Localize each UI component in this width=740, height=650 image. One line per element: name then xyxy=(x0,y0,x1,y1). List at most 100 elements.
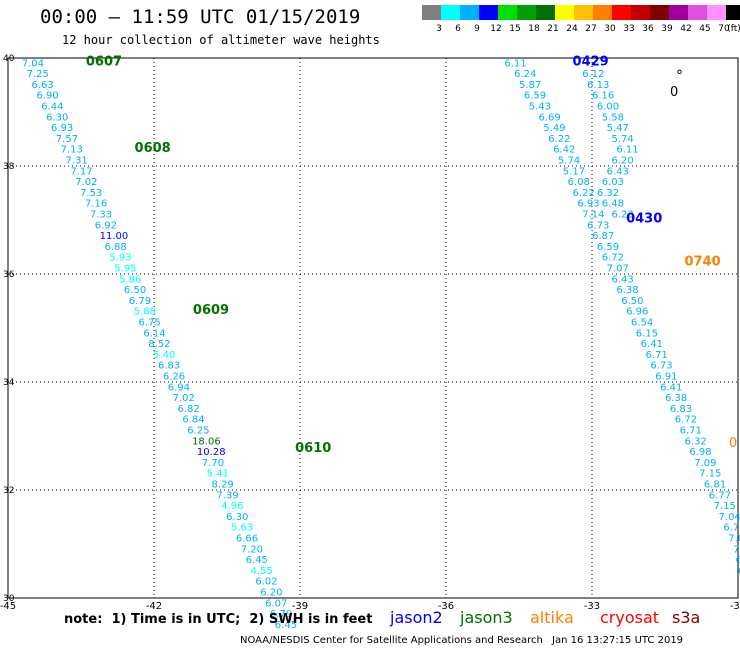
legend-label: 3 xyxy=(436,24,442,34)
wave-height-value: 5.88 xyxy=(134,307,156,318)
time-labels: 0607 0608 0609 0610 0429 0430 0740 xyxy=(86,55,721,456)
wave-height-value: 6.9 xyxy=(736,555,740,566)
wave-height-value: 6.38 xyxy=(616,285,638,296)
wave-height-value: 6.45 xyxy=(275,620,297,631)
wave-height-value: 6.44 xyxy=(41,102,63,113)
wave-height-value: 10.28 xyxy=(197,447,226,458)
legend-swatch xyxy=(517,5,536,20)
wave-height-value: 7.14 xyxy=(582,210,604,221)
wave-height-value: 5.93 xyxy=(109,253,131,264)
wave-height-value: 6.90 xyxy=(36,91,58,102)
wave-height-value: 6.25 xyxy=(187,426,209,437)
pass-time-label: 0610 xyxy=(295,441,331,456)
wave-height-value: 6.98 xyxy=(689,447,711,458)
pass-time-label: 0607 xyxy=(86,55,122,70)
legend-swatch xyxy=(479,5,498,20)
legend-label: 24 xyxy=(566,24,578,34)
wave-height-value: 6.24 xyxy=(514,69,536,80)
wave-height-value: 6.11 xyxy=(616,145,638,156)
east-track-values: 6.116.245.876.595.436.695.496.226.425.74… xyxy=(504,58,740,577)
wave-height-value: 6.92 xyxy=(95,220,117,231)
wave-height-value: 6.30 xyxy=(46,112,68,123)
satellite-name-jason3: jason3 xyxy=(460,608,513,627)
wave-height-value: 5.87 xyxy=(519,80,541,91)
wave-height-value: 11.00 xyxy=(100,231,129,242)
legend-swatch xyxy=(460,5,479,20)
legend-label: 39 xyxy=(661,24,673,34)
legend-swatch xyxy=(574,5,593,20)
satellite-name-cryosat: cryosat xyxy=(600,608,660,627)
wave-height-value: 5.63 xyxy=(231,523,253,534)
wave-height-value: 6.42 xyxy=(553,145,575,156)
lon-tick-label: -33 xyxy=(584,601,600,612)
wave-height-value: 6.91 xyxy=(655,372,677,383)
lat-tick-label: 40 xyxy=(3,54,15,64)
wave-height-value: 6.81 xyxy=(704,480,726,491)
wave-height-value: 6.22 xyxy=(548,134,570,145)
wave-height-value: 7.07 xyxy=(607,264,629,275)
pass-time-label: 0608 xyxy=(135,141,171,156)
legend-swatch xyxy=(688,5,707,20)
edge-fragment: 0 xyxy=(729,436,737,451)
legend-swatch xyxy=(631,5,650,20)
wave-height-value: 7.70 xyxy=(202,458,224,469)
legend-label: 30 xyxy=(604,24,616,34)
legend-swatch xyxy=(422,5,441,20)
wave-height-value: 6.02 xyxy=(255,577,277,588)
wave-height-value: 6.59 xyxy=(524,91,546,102)
wave-height-value: 6.77 xyxy=(709,490,731,501)
wave-height-value: 5.43 xyxy=(529,102,551,113)
legend-label: 36 xyxy=(642,24,654,34)
wave-height-value: 7.15 xyxy=(714,501,736,512)
generated-time: Jan 16 13:27:15 UTC 2019 xyxy=(552,635,684,646)
wave-height-value: 6.93 xyxy=(577,199,599,210)
wave-height-value: 7.20 xyxy=(241,544,263,555)
wave-height-value: 8.52 xyxy=(148,339,170,350)
legend-label: 45 xyxy=(699,24,710,34)
island-symbol: 0 xyxy=(670,85,678,100)
legend-label: (ft) xyxy=(727,24,740,34)
pass-time-label: 0430 xyxy=(626,211,662,226)
wave-height-value: 6.59 xyxy=(597,242,619,253)
lat-tick-label: 32 xyxy=(3,486,14,496)
wave-height-value: 6.66 xyxy=(236,534,258,545)
wave-height-value: 7.13 xyxy=(61,145,83,156)
wave-height-value: 6.96 xyxy=(626,307,648,318)
wave-height-value: 6.43 xyxy=(607,166,629,177)
wave-height-value: 6.32 xyxy=(597,188,619,199)
legend-swatch xyxy=(555,5,574,20)
legend-label: 42 xyxy=(680,24,691,34)
wave-height-value: 6.07 xyxy=(265,598,287,609)
wave-height-value: 6.69 xyxy=(538,112,560,123)
wave-height-value: 6.32 xyxy=(684,436,706,447)
satellite-name-s3a: s3a xyxy=(672,608,701,627)
legend-label: 27 xyxy=(585,24,596,34)
legend-label: 12 xyxy=(490,24,501,34)
degree-symbol: ° xyxy=(676,68,683,84)
wave-height-value: 6.83 xyxy=(670,404,692,415)
lon-tick-label: -30 xyxy=(730,601,740,612)
wave-height-value: 7.57 xyxy=(56,134,78,145)
wave-height-value: 5.49 xyxy=(543,123,565,134)
legend-swatch xyxy=(593,5,612,20)
wave-height-value: 6.30 xyxy=(226,512,248,523)
pass-time-label: 0429 xyxy=(573,55,609,70)
wave-height-value: 6.75 xyxy=(139,318,161,329)
wave-height-value: 5.17 xyxy=(563,166,585,177)
wave-height-value: 6.83 xyxy=(158,361,180,372)
wave-height-value: 6.13 xyxy=(587,80,609,91)
legend-label: 9 xyxy=(474,24,480,34)
wave-height-value: 5.41 xyxy=(207,469,229,480)
wave-height-value: 6.79 xyxy=(129,296,151,307)
wave-height-value: 6.48 xyxy=(602,199,624,210)
wave-height-value: 6.50 xyxy=(124,285,146,296)
legend-swatch xyxy=(707,5,726,20)
wave-height-value: 6.71 xyxy=(680,426,702,437)
wave-height-value: 6.54 xyxy=(631,318,653,329)
legend-label: 15 xyxy=(509,24,520,34)
map-border xyxy=(7,57,739,599)
legend-swatch xyxy=(441,5,460,20)
satellite-name-altika: altika xyxy=(530,608,574,627)
wave-height-value: 6.73 xyxy=(587,220,609,231)
